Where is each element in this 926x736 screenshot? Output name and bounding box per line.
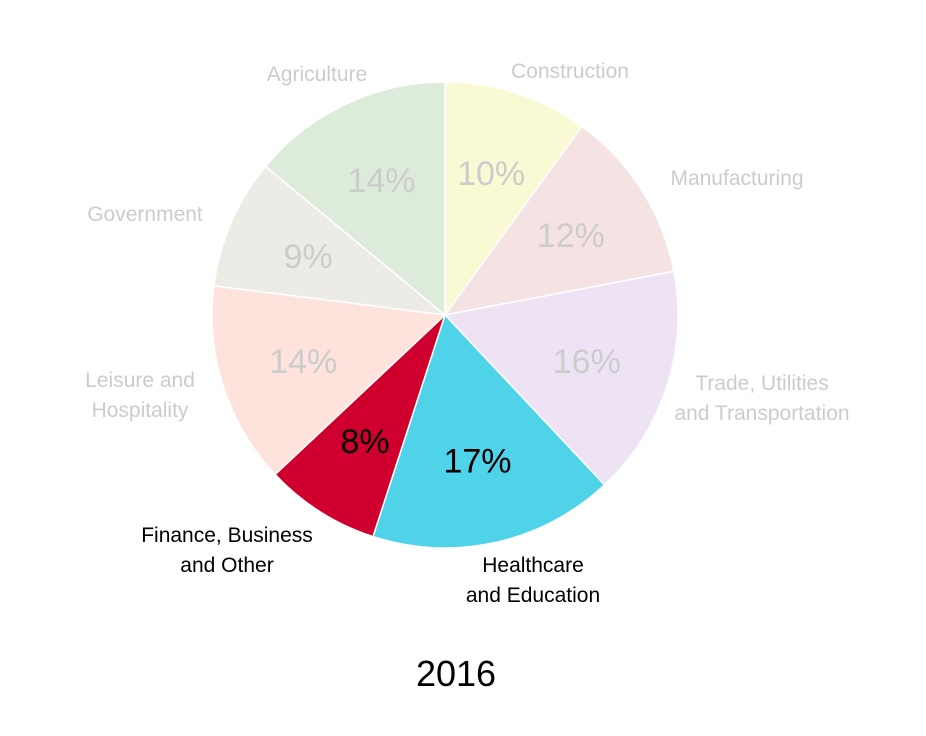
chart-title: 2016 — [416, 653, 496, 694]
category-labels: Construction Manufacturing Trade, Utilitie… — [85, 60, 849, 607]
percent-label-5: 8% — [341, 423, 390, 461]
percent-label-8: 14% — [347, 162, 415, 200]
percent-label-6: 14% — [269, 343, 337, 381]
category-label-4: Healthcare and Education — [466, 554, 600, 607]
category-label-6: Leisure and Hospitality — [85, 369, 195, 422]
pie-slices — [211, 81, 679, 549]
pie-slice-6 — [211, 284, 447, 476]
pie-slice-7 — [213, 165, 448, 317]
category-label-8: Agriculture — [267, 63, 367, 86]
percent-labels: 10% 12% 16% 17% 8% 14% 9% 14% — [269, 155, 621, 480]
percent-label-2: 12% — [537, 217, 605, 255]
category-label-1: Construction — [511, 60, 629, 83]
category-label-3: Trade, Utilities and Transportation — [674, 372, 849, 425]
category-label-5: Finance, Business and Other — [141, 524, 313, 577]
percent-label-7: 9% — [284, 238, 333, 276]
category-label-7: Government — [87, 203, 203, 226]
pie-slice-8 — [264, 81, 446, 317]
percent-label-1: 10% — [457, 155, 525, 193]
pie-slice-3 — [443, 270, 679, 486]
pie-slice-1 — [444, 81, 583, 318]
pie-slice-5 — [274, 314, 446, 538]
category-label-2: Manufacturing — [670, 167, 803, 190]
percent-label-4: 17% — [443, 443, 511, 481]
pie-slice-2 — [443, 125, 675, 317]
pie-slice-4 — [372, 313, 606, 549]
percent-label-3: 16% — [553, 343, 621, 381]
